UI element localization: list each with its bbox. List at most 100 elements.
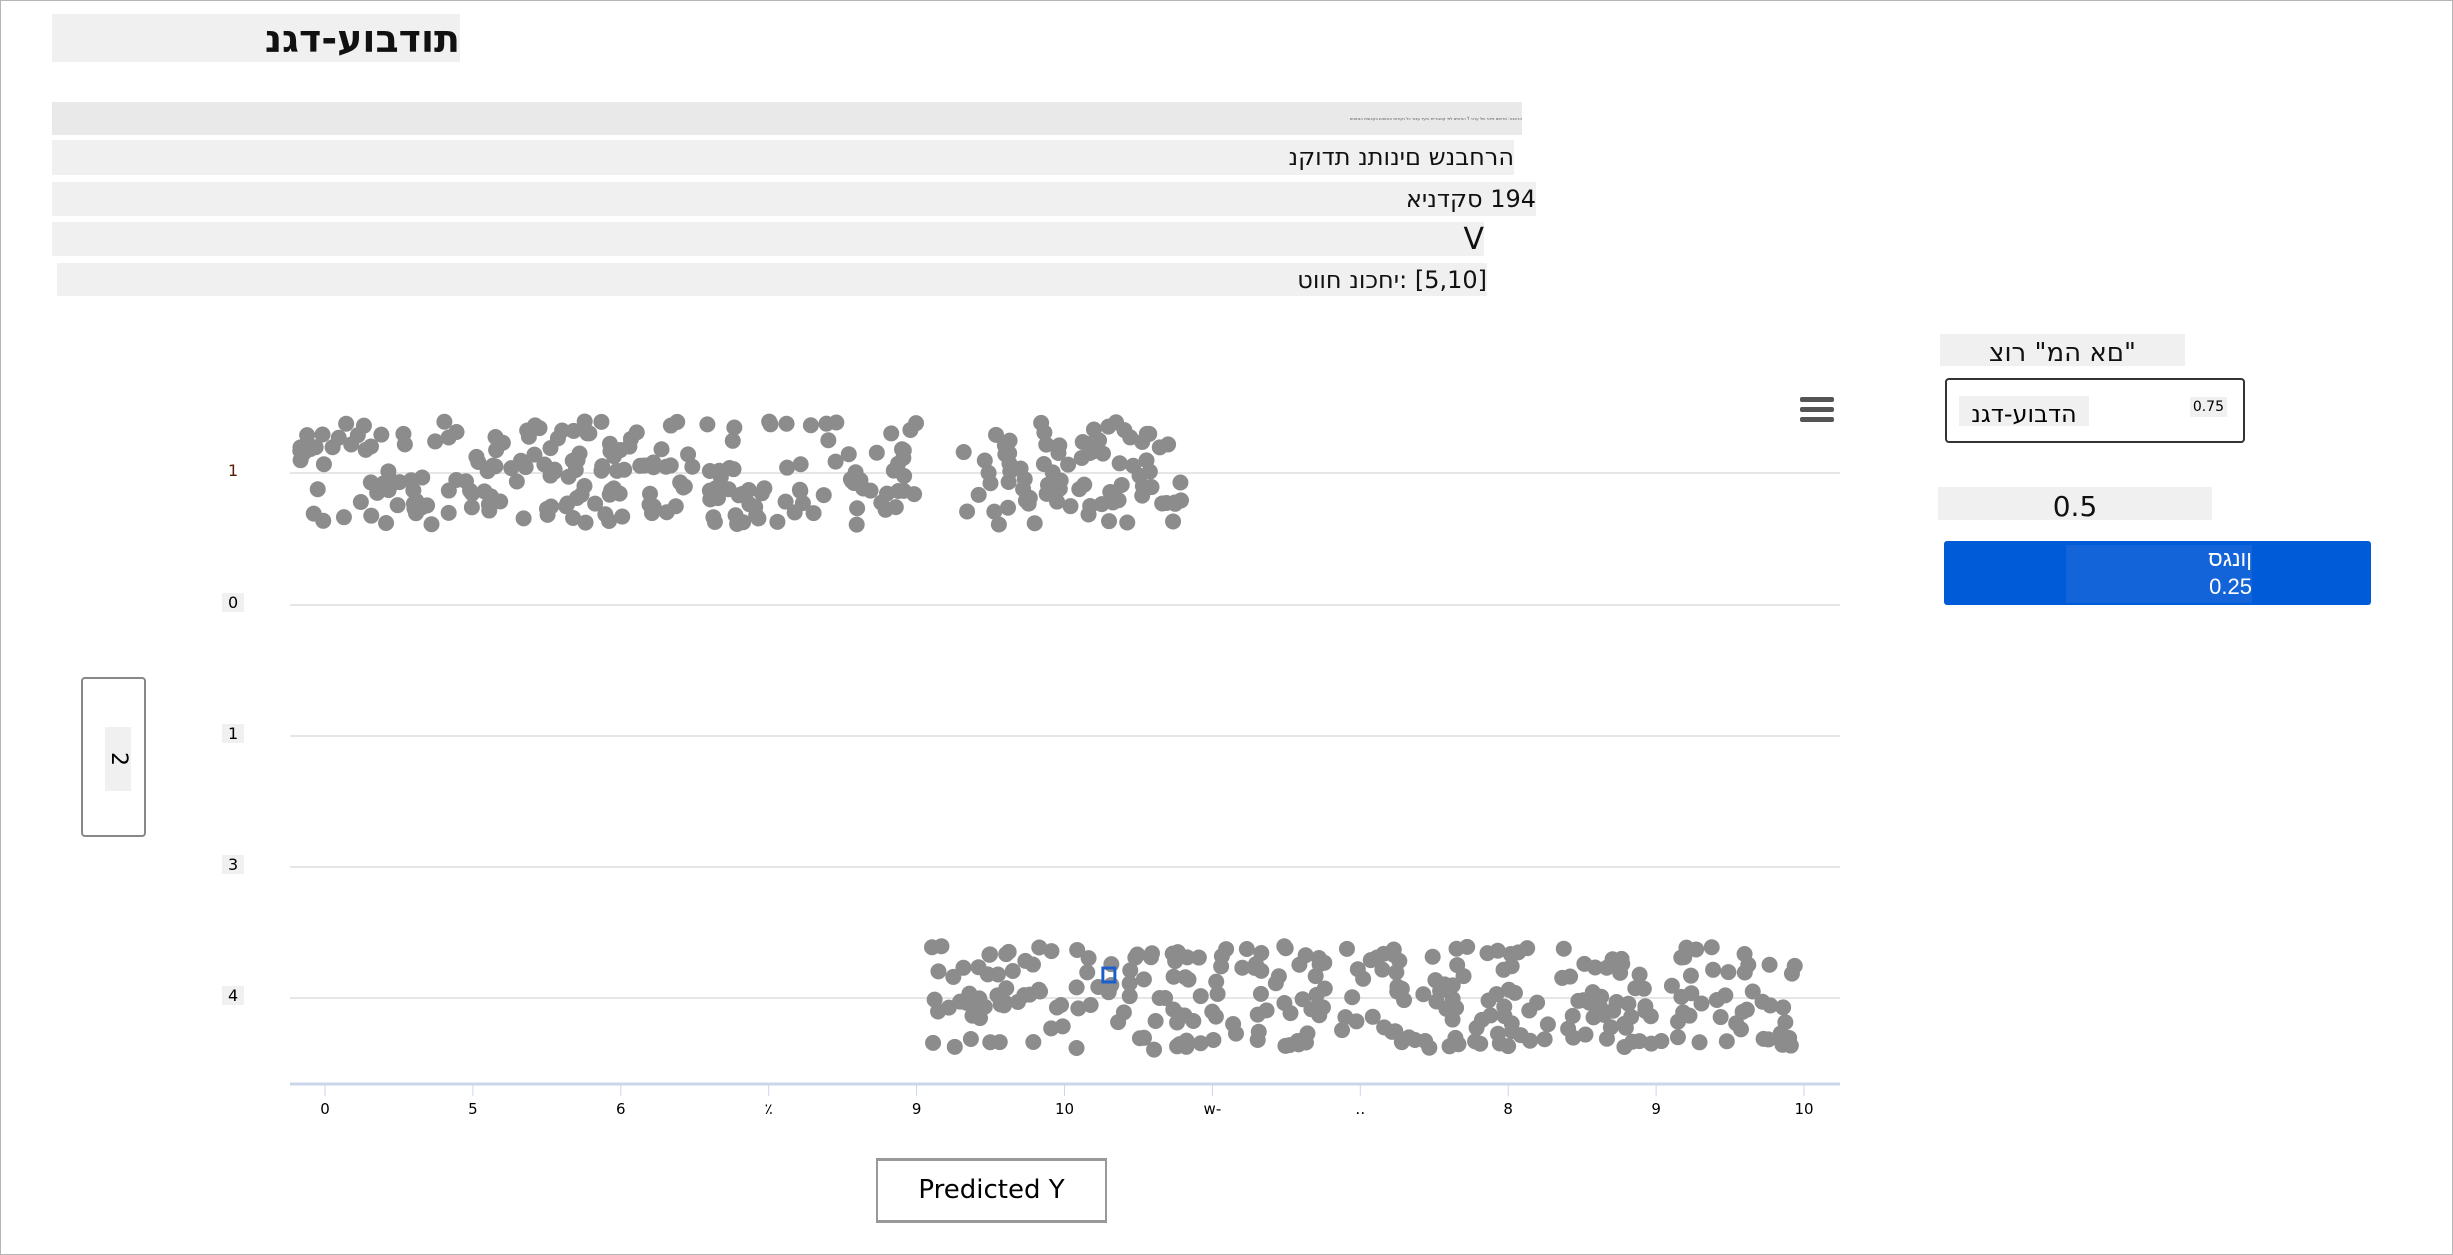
data-point bbox=[1043, 943, 1060, 960]
data-point bbox=[565, 510, 582, 527]
data-point bbox=[1249, 1031, 1266, 1048]
data-point bbox=[1396, 992, 1413, 1009]
data-point bbox=[1277, 1037, 1294, 1054]
data-point bbox=[1068, 979, 1085, 996]
data-point bbox=[1444, 990, 1461, 1007]
data-point bbox=[579, 425, 596, 442]
data-point bbox=[1030, 981, 1047, 998]
data-point bbox=[1048, 999, 1065, 1016]
data-point bbox=[1663, 977, 1680, 994]
data-point bbox=[1455, 968, 1472, 985]
feature-dropdown[interactable]: הדבוע-דגנ 0.75 bbox=[1945, 378, 2245, 443]
data-point bbox=[1060, 456, 1077, 473]
data-point bbox=[1031, 939, 1048, 956]
data-point bbox=[1094, 445, 1111, 462]
data-point bbox=[484, 457, 501, 474]
data-point bbox=[794, 495, 811, 512]
data-point bbox=[1294, 991, 1311, 1008]
data-point bbox=[1669, 1029, 1686, 1046]
data-point bbox=[436, 413, 453, 430]
data-point bbox=[1555, 940, 1572, 957]
data-point bbox=[1213, 948, 1230, 965]
data-point bbox=[517, 459, 534, 476]
data-point bbox=[391, 474, 408, 491]
data-point bbox=[741, 496, 758, 513]
apply-button[interactable]: ןונגס 0.25 bbox=[1944, 541, 2371, 605]
x-axis-label-button[interactable]: Predicted Y bbox=[876, 1158, 1107, 1223]
data-point bbox=[1441, 1038, 1458, 1055]
data-point bbox=[1400, 1029, 1417, 1046]
data-point bbox=[1720, 964, 1737, 981]
x-tick-label: 10 bbox=[1054, 1100, 1075, 1118]
x-tick-label: w- bbox=[1203, 1100, 1222, 1118]
data-point bbox=[1688, 941, 1705, 958]
data-point bbox=[1593, 988, 1610, 1005]
data-point bbox=[1631, 966, 1648, 983]
data-point bbox=[1316, 954, 1333, 971]
apply-label: ןונגס bbox=[2208, 546, 2252, 571]
data-point bbox=[567, 462, 584, 479]
data-point bbox=[576, 478, 593, 495]
data-point bbox=[1069, 941, 1086, 958]
data-point bbox=[362, 474, 379, 491]
data-point bbox=[896, 467, 913, 484]
data-point bbox=[1172, 492, 1189, 509]
data-point bbox=[1490, 1025, 1507, 1042]
data-point bbox=[1138, 452, 1155, 469]
data-point bbox=[1428, 993, 1445, 1010]
data-point bbox=[1165, 513, 1182, 530]
data-point bbox=[1080, 950, 1097, 967]
data-point bbox=[925, 1034, 942, 1051]
x-tick-label: 8 bbox=[1503, 1100, 1513, 1118]
data-point bbox=[729, 515, 746, 532]
data-point bbox=[526, 446, 543, 463]
data-point bbox=[338, 415, 355, 432]
data-point bbox=[959, 503, 976, 520]
data-point bbox=[593, 413, 610, 430]
data-point bbox=[1718, 1033, 1735, 1050]
data-point bbox=[1290, 1036, 1307, 1053]
data-point bbox=[721, 459, 738, 476]
data-point bbox=[1062, 498, 1079, 515]
data-point bbox=[840, 446, 857, 463]
data-point bbox=[662, 417, 679, 434]
y-axis-label-button[interactable]: 2 bbox=[81, 677, 146, 837]
data-point bbox=[750, 510, 767, 527]
data-point bbox=[955, 444, 972, 461]
data-point bbox=[546, 461, 563, 478]
data-point bbox=[1732, 1021, 1749, 1038]
data-point bbox=[309, 481, 326, 498]
data-point bbox=[1247, 956, 1264, 973]
data-point bbox=[1554, 969, 1571, 986]
data-point bbox=[1176, 1007, 1193, 1024]
data-point bbox=[1712, 1009, 1729, 1026]
data-point bbox=[1693, 995, 1710, 1012]
data-point bbox=[963, 994, 980, 1011]
data-point bbox=[1070, 1000, 1087, 1017]
data-point bbox=[777, 493, 794, 510]
data-point bbox=[761, 413, 778, 430]
data-point bbox=[1234, 959, 1251, 976]
data-point bbox=[791, 481, 808, 498]
data-point bbox=[305, 505, 322, 522]
data-point bbox=[1705, 961, 1722, 978]
data-point bbox=[1774, 1036, 1791, 1053]
data-point bbox=[1521, 1002, 1538, 1019]
data-point bbox=[440, 482, 457, 499]
data-point bbox=[1565, 1029, 1582, 1046]
data-point bbox=[464, 485, 481, 502]
x-tick-label: 10 bbox=[1794, 1100, 1814, 1118]
data-point bbox=[1111, 455, 1128, 472]
data-point bbox=[314, 426, 331, 443]
threshold-value[interactable]: 0.5 bbox=[1938, 487, 2212, 520]
hamburger-menu-icon[interactable] bbox=[1800, 397, 1834, 427]
data-point bbox=[1009, 993, 1026, 1010]
data-point bbox=[487, 429, 504, 446]
x-tick-label: ‥ bbox=[1355, 1100, 1366, 1118]
data-point bbox=[1033, 414, 1050, 431]
data-point bbox=[906, 486, 923, 503]
data-point bbox=[463, 499, 480, 516]
data-point bbox=[1001, 432, 1018, 449]
highlighted-point bbox=[1101, 966, 1117, 984]
data-point bbox=[730, 487, 747, 504]
